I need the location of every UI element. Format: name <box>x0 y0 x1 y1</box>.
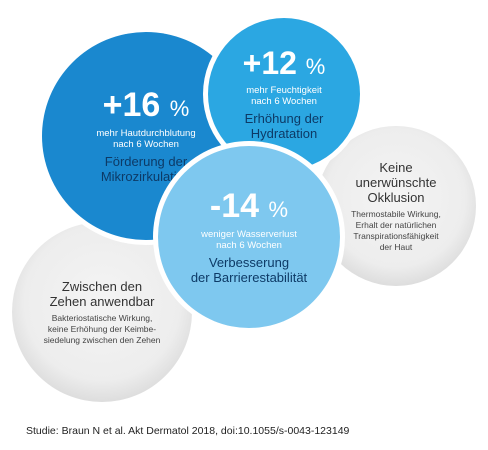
hautdurchblutung-caption: mehr Hautdurchblutung <box>96 128 195 139</box>
wasserverlust-title-line: der Barrierestabilität <box>191 270 307 285</box>
zehen-description-line: keine Erhöhung der Keimbe- <box>44 324 161 335</box>
okklusion-heading-line: unerwünschte <box>356 175 437 190</box>
percent-value: -14 <box>210 187 259 225</box>
okklusion-description-line: Thermostabile Wirkung, <box>351 209 441 220</box>
feuchtigkeit-caption: nach 6 Wochen <box>251 96 317 107</box>
wasserverlust-caption: weniger Wasserverlust <box>201 229 297 240</box>
okklusion-heading: Keine unerwünschte Okklusion <box>356 160 437 205</box>
zehen-heading-line: Zwischen den <box>50 279 155 294</box>
okklusion-heading-line: Okklusion <box>356 190 437 205</box>
hautdurchblutung-percent: +16 % <box>103 88 190 122</box>
percent-value: +12 <box>243 45 297 81</box>
hautdurchblutung-caption: nach 6 Wochen <box>113 139 179 150</box>
zehen-description-line: Bakteriostatische Wirkung, <box>44 313 161 324</box>
wasserverlust-caption: nach 6 Wochen <box>216 240 282 251</box>
okklusion-description: Thermostabile Wirkung, Erhalt der natürl… <box>351 209 441 253</box>
percent-unit: % <box>269 197 289 222</box>
okklusion-bubble: Keine unerwünschte Okklusion Thermostabi… <box>316 126 476 286</box>
okklusion-description-line: der Haut <box>351 242 441 253</box>
percent-unit: % <box>306 54 326 79</box>
feuchtigkeit-title-line: Hydratation <box>245 126 324 141</box>
wasserverlust-bubble: -14 % weniger Wasserverlust nach 6 Woche… <box>158 146 340 328</box>
percent-value: +16 <box>103 86 161 124</box>
zehen-heading-line: Zehen anwendbar <box>50 294 155 309</box>
wasserverlust-title-line: Verbesserung <box>191 255 307 270</box>
feuchtigkeit-title-line: Erhöhung der <box>245 111 324 126</box>
zehen-description-line: siedelung zwischen den Zehen <box>44 335 161 346</box>
percent-unit: % <box>170 96 190 121</box>
okklusion-description-line: Erhalt der natürlichen <box>351 220 441 231</box>
feuchtigkeit-caption: mehr Feuchtigkeit <box>246 85 322 96</box>
feuchtigkeit-percent: +12 % <box>243 47 326 79</box>
zehen-heading: Zwischen den Zehen anwendbar <box>50 279 155 309</box>
zehen-description: Bakteriostatische Wirkung, keine Erhöhun… <box>44 313 161 346</box>
okklusion-description-line: Transpirationsfähigkeit <box>351 231 441 242</box>
study-citation: Studie: Braun N et al. Akt Dermatol 2018… <box>26 425 349 437</box>
okklusion-heading-line: Keine <box>356 160 437 175</box>
feuchtigkeit-title: Erhöhung der Hydratation <box>245 111 324 141</box>
wasserverlust-percent: -14 % <box>210 189 288 223</box>
hautdurchblutung-title-line: Förderung der <box>101 154 191 169</box>
wasserverlust-title: Verbesserung der Barrierestabilität <box>191 255 307 285</box>
